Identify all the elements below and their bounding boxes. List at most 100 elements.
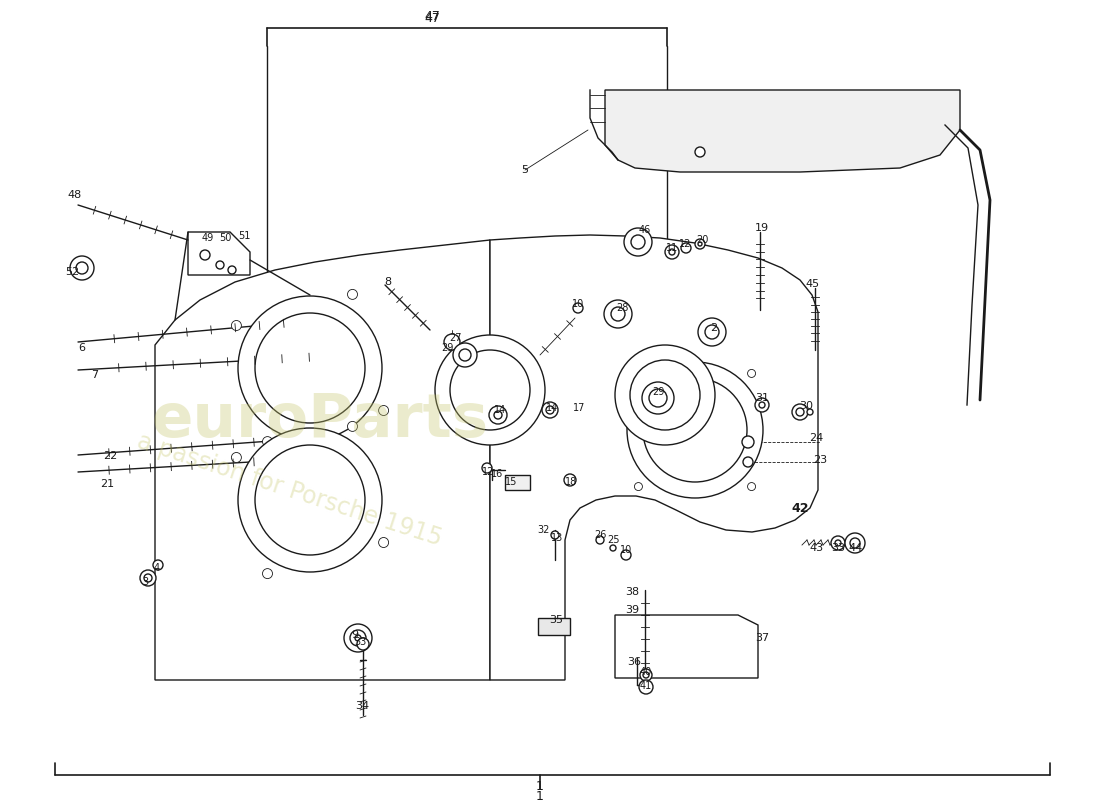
Circle shape bbox=[615, 345, 715, 445]
Circle shape bbox=[231, 321, 241, 330]
Circle shape bbox=[263, 437, 273, 446]
Text: 14: 14 bbox=[494, 405, 506, 415]
Circle shape bbox=[681, 243, 691, 253]
Circle shape bbox=[830, 536, 845, 550]
Text: 19: 19 bbox=[755, 223, 769, 233]
Circle shape bbox=[494, 411, 502, 419]
Circle shape bbox=[255, 313, 365, 423]
Circle shape bbox=[649, 389, 667, 407]
Text: 33: 33 bbox=[830, 543, 845, 553]
Circle shape bbox=[459, 349, 471, 361]
Circle shape bbox=[350, 630, 366, 646]
Circle shape bbox=[695, 239, 705, 249]
Polygon shape bbox=[188, 232, 250, 275]
Circle shape bbox=[705, 325, 719, 339]
Text: 15: 15 bbox=[505, 477, 517, 487]
Text: 43: 43 bbox=[808, 543, 823, 553]
Text: 50: 50 bbox=[219, 233, 231, 243]
Text: 23: 23 bbox=[813, 455, 827, 465]
Circle shape bbox=[644, 378, 747, 482]
Text: 37: 37 bbox=[755, 633, 769, 643]
Text: 36: 36 bbox=[627, 657, 641, 667]
Circle shape bbox=[604, 300, 632, 328]
Text: 3: 3 bbox=[142, 577, 148, 587]
Circle shape bbox=[635, 370, 642, 378]
Circle shape bbox=[640, 669, 652, 681]
Text: 4: 4 bbox=[154, 563, 161, 573]
Circle shape bbox=[669, 249, 675, 255]
Circle shape bbox=[453, 343, 477, 367]
Text: 51: 51 bbox=[238, 231, 250, 241]
Text: 10: 10 bbox=[572, 299, 584, 309]
Text: 29: 29 bbox=[652, 387, 664, 397]
Circle shape bbox=[378, 538, 388, 547]
Text: 24: 24 bbox=[808, 433, 823, 443]
Text: 42: 42 bbox=[791, 502, 808, 514]
Circle shape bbox=[238, 428, 382, 572]
Text: 18: 18 bbox=[565, 477, 578, 487]
Circle shape bbox=[759, 402, 764, 408]
Circle shape bbox=[144, 574, 152, 582]
Circle shape bbox=[630, 360, 700, 430]
Polygon shape bbox=[155, 240, 490, 680]
Text: 46: 46 bbox=[639, 225, 651, 235]
Text: 45: 45 bbox=[805, 279, 820, 289]
Circle shape bbox=[742, 436, 754, 448]
Text: 32: 32 bbox=[538, 525, 550, 535]
Circle shape bbox=[807, 409, 813, 415]
Text: 41: 41 bbox=[640, 681, 652, 691]
Text: 38: 38 bbox=[625, 587, 639, 597]
Polygon shape bbox=[605, 90, 960, 172]
Circle shape bbox=[695, 147, 705, 157]
Text: 39: 39 bbox=[625, 605, 639, 615]
Text: 30: 30 bbox=[799, 401, 813, 411]
Circle shape bbox=[564, 474, 576, 486]
Circle shape bbox=[639, 680, 653, 694]
Circle shape bbox=[200, 250, 210, 260]
Circle shape bbox=[742, 457, 754, 467]
Text: 29: 29 bbox=[441, 343, 453, 353]
Circle shape bbox=[666, 245, 679, 259]
Text: 20: 20 bbox=[696, 235, 708, 245]
Text: 11: 11 bbox=[666, 243, 678, 253]
Circle shape bbox=[358, 638, 368, 650]
Circle shape bbox=[140, 570, 156, 586]
Circle shape bbox=[610, 545, 616, 551]
Circle shape bbox=[434, 335, 544, 445]
Circle shape bbox=[263, 569, 273, 578]
Circle shape bbox=[76, 262, 88, 274]
Text: 22: 22 bbox=[103, 451, 117, 461]
Text: 47: 47 bbox=[425, 11, 440, 25]
Text: 2: 2 bbox=[711, 323, 717, 333]
Text: 14: 14 bbox=[546, 403, 558, 413]
Text: 26: 26 bbox=[594, 530, 606, 540]
Text: 35: 35 bbox=[549, 615, 563, 625]
Circle shape bbox=[624, 228, 652, 256]
Circle shape bbox=[348, 290, 358, 299]
Circle shape bbox=[153, 560, 163, 570]
Text: 47: 47 bbox=[425, 10, 440, 22]
Circle shape bbox=[748, 370, 756, 378]
Text: 28: 28 bbox=[616, 303, 628, 313]
Text: 34: 34 bbox=[355, 701, 370, 711]
Circle shape bbox=[631, 235, 645, 249]
Text: 7: 7 bbox=[91, 370, 99, 380]
Circle shape bbox=[344, 624, 372, 652]
Polygon shape bbox=[615, 615, 758, 678]
Text: 17: 17 bbox=[573, 403, 585, 413]
Circle shape bbox=[627, 362, 763, 498]
Text: 8: 8 bbox=[384, 277, 392, 287]
Circle shape bbox=[355, 635, 361, 641]
Circle shape bbox=[542, 402, 558, 418]
Circle shape bbox=[796, 408, 804, 416]
Circle shape bbox=[348, 422, 358, 431]
Circle shape bbox=[698, 242, 702, 246]
Text: 31: 31 bbox=[755, 393, 769, 403]
Text: 1: 1 bbox=[536, 781, 543, 794]
Circle shape bbox=[845, 533, 865, 553]
Circle shape bbox=[850, 538, 860, 548]
Text: 52: 52 bbox=[65, 267, 79, 277]
Circle shape bbox=[835, 540, 842, 546]
Text: 10: 10 bbox=[620, 545, 632, 555]
Circle shape bbox=[642, 382, 674, 414]
